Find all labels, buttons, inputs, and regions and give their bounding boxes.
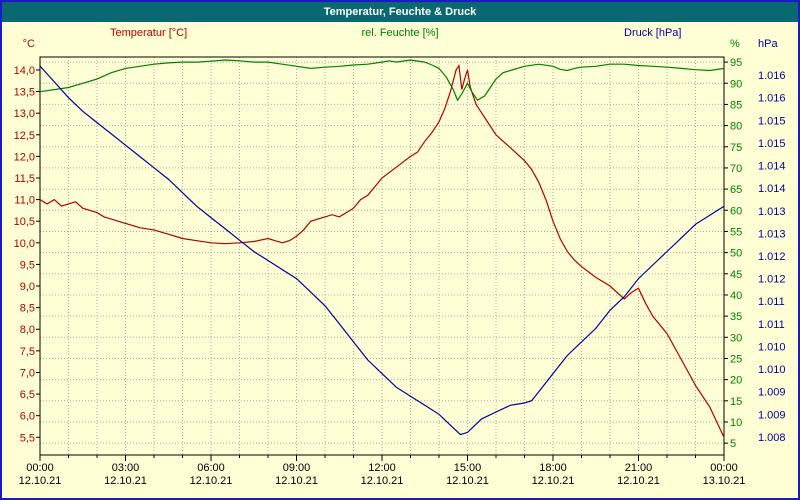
y-axis-temperature: 14,0 13,5 13,0 12,5 12,0 11,5 11,0 10,5 10,0 9,5 9… <box>14 38 35 444</box>
pressure-tick-label: 1.014 <box>758 161 786 173</box>
pressure-tick-label: 1.011 <box>758 296 785 308</box>
humidity-tick-label: 45 <box>730 269 742 281</box>
pressure-tick-label: 1.013 <box>758 206 786 218</box>
series-lines <box>39 59 725 438</box>
date-label: 12.10.21 <box>104 475 147 487</box>
humidity-tick-label: 5 <box>730 438 736 450</box>
temperature-tick-label: 6,5 <box>20 389 35 401</box>
time-label: 15:00 <box>454 462 482 474</box>
date-label: 12.10.21 <box>361 475 404 487</box>
humidity-tick-label: 55 <box>730 226 742 238</box>
humidity-tick-label: 80 <box>730 121 742 133</box>
grid <box>40 57 724 455</box>
y-axis-humidity: 95 90 85 80 75 70 65 60 55 50 45 40 35 30 25 20 15 10 5% <box>730 38 742 450</box>
temperature-tick-label: 12,0 <box>14 151 35 163</box>
temperature-tick-label: 13,5 <box>14 87 35 99</box>
pressure-tick-label: 1.014 <box>758 183 786 195</box>
legend-temperature: Temperatur [°C] <box>110 27 188 39</box>
humidity-tick-label: 10 <box>730 417 742 429</box>
pressure-tick-label: 1.012 <box>758 274 786 286</box>
time-label: 09:00 <box>283 462 311 474</box>
humidity-tick-label: 50 <box>730 248 742 260</box>
humidity-tick-label: 95 <box>730 57 742 69</box>
time-label: 03:00 <box>112 462 140 474</box>
title-bar: Temperatur, Feuchte & Druck <box>2 2 798 22</box>
pressure-tick-label: 1.010 <box>758 364 786 376</box>
humidity-tick-label: 90 <box>730 78 742 90</box>
temperature-tick-label: 11,0 <box>14 195 35 207</box>
y-axis-pressure: 1.016 1.016 1.015 1.015 1.014 1.014 1.013 1.013… <box>758 38 786 444</box>
humidity-tick-label: 35 <box>730 311 742 323</box>
temperature-tick-label: 8,0 <box>20 324 35 336</box>
time-label: 12:00 <box>368 462 396 474</box>
time-label: 06:00 <box>197 462 225 474</box>
humidity-tick-label: 40 <box>730 290 742 302</box>
window-title: Temperatur, Feuchte & Druck <box>323 6 477 18</box>
pressure-tick-label: 1.008 <box>758 432 786 444</box>
series-line-humidity <box>39 59 725 102</box>
legend-humidity: rel. Feuchte [%] <box>361 27 439 39</box>
time-label: 18:00 <box>539 462 567 474</box>
humidity-tick-label: 70 <box>730 163 742 175</box>
humidity-tick-label: 30 <box>730 332 742 344</box>
date-label: 12.10.21 <box>617 475 660 487</box>
humidity-tick-label: 25 <box>730 353 742 365</box>
pressure-tick-label: 1.015 <box>758 138 786 150</box>
pressure-tick-label: 1.015 <box>758 115 786 127</box>
date-label: 12.10.21 <box>19 475 62 487</box>
date-label: 12.10.21 <box>446 475 489 487</box>
humidity-tick-label: 60 <box>730 205 742 217</box>
axis-ticks <box>36 61 728 461</box>
temperature-tick-label: 11,5 <box>14 173 35 185</box>
pressure-tick-label: 1.016 <box>758 70 786 82</box>
temperature-axis-unit: °C <box>23 38 35 50</box>
humidity-tick-label: 65 <box>730 184 742 196</box>
pressure-axis-unit: hPa <box>758 38 778 50</box>
humidity-tick-label: 15 <box>730 396 742 408</box>
pressure-tick-label: 1.011 <box>758 319 785 331</box>
humidity-tick-label: 20 <box>730 375 742 387</box>
pressure-tick-label: 1.012 <box>758 251 786 263</box>
time-label: 00:00 <box>710 462 738 474</box>
date-label: 12.10.21 <box>532 475 575 487</box>
temperature-tick-label: 14,0 <box>14 65 35 77</box>
x-axis-labels: 00:0012.10.2103:0012.10.2106:0012.10.210… <box>19 462 746 487</box>
temperature-tick-label: 9,5 <box>20 259 35 271</box>
humidity-axis-unit: % <box>730 38 740 50</box>
humidity-tick-label: 75 <box>730 142 742 154</box>
temperature-tick-label: 7,5 <box>20 346 35 358</box>
temperature-tick-label: 6,0 <box>20 411 35 423</box>
series-line-temperature <box>39 63 725 438</box>
temperature-tick-label: 10,0 <box>14 238 35 250</box>
pressure-tick-label: 1.009 <box>758 409 786 421</box>
date-label: 12.10.21 <box>275 475 318 487</box>
pressure-tick-label: 1.010 <box>758 341 786 353</box>
pressure-tick-label: 1.016 <box>758 93 786 105</box>
pressure-tick-label: 1.009 <box>758 387 786 399</box>
temperature-tick-label: 5,5 <box>20 432 35 444</box>
humidity-tick-label: 85 <box>730 99 742 111</box>
temperature-tick-label: 12,5 <box>14 130 35 142</box>
temperature-tick-label: 9,0 <box>20 281 35 293</box>
legend-pressure: Druck [hPa] <box>624 27 682 39</box>
time-label: 00:00 <box>26 462 54 474</box>
temperature-tick-label: 8,5 <box>20 303 35 315</box>
temperature-tick-label: 13,0 <box>14 108 35 120</box>
time-label: 21:00 <box>625 462 653 474</box>
pressure-tick-label: 1.013 <box>758 228 786 240</box>
series-line-pressure <box>39 65 725 436</box>
date-label: 12.10.21 <box>190 475 233 487</box>
temperature-tick-label: 10,5 <box>14 216 35 228</box>
date-label: 13.10.21 <box>703 475 746 487</box>
temperature-tick-label: 7,0 <box>20 367 35 379</box>
